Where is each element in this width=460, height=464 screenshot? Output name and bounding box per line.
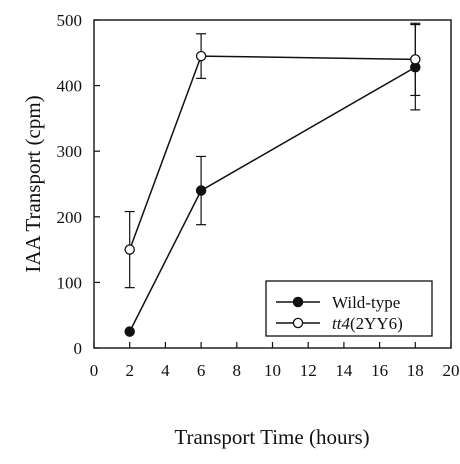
x-tick-label: 20 <box>443 361 460 380</box>
y-axis: 0 100 200 300 400 500 <box>57 11 100 358</box>
x-tick-label: 8 <box>233 361 242 380</box>
data-point <box>124 244 135 255</box>
y-tick-label: 400 <box>57 77 83 96</box>
legend-marker <box>292 296 304 308</box>
x-tick-label: 12 <box>300 361 317 380</box>
x-tick-label: 16 <box>371 361 388 380</box>
x-tick-label: 14 <box>335 361 353 380</box>
data-point <box>410 54 421 65</box>
y-tick-label: 300 <box>57 142 83 161</box>
series-wild-type <box>124 23 421 337</box>
y-tick-label: 0 <box>74 339 83 358</box>
x-tick-label: 0 <box>90 361 99 380</box>
data-point <box>195 185 207 196</box>
y-axis-label: IAA Transport (cpm) <box>21 95 45 272</box>
series-tt4-2yy6 <box>124 22 421 289</box>
x-tick-label: 10 <box>264 361 281 380</box>
x-tick-label: 18 <box>407 361 424 380</box>
legend-label: Wild-type <box>332 293 400 312</box>
legend: Wild-type tt4(2YY6) <box>265 280 433 337</box>
legend-marker <box>292 317 304 329</box>
x-tick-label: 4 <box>161 361 170 380</box>
y-tick-label: 100 <box>57 273 83 292</box>
legend-label: tt4(2YY6) <box>332 314 403 333</box>
x-axis-label: Transport Time (hours) <box>174 425 369 449</box>
legend-label-rest: (2YY6) <box>350 314 403 333</box>
x-axis: 0 2 4 6 8 10 12 14 16 18 20 <box>90 342 460 380</box>
x-tick-label: 2 <box>125 361 134 380</box>
series-line <box>128 55 416 250</box>
data-point <box>124 326 135 337</box>
x-tick-label: 6 <box>197 361 206 380</box>
legend-box <box>265 280 433 337</box>
data-point <box>195 50 207 62</box>
series-layer <box>124 22 421 337</box>
legend-label-italic: tt4 <box>332 314 350 333</box>
y-tick-label: 500 <box>57 11 83 30</box>
y-tick-label: 200 <box>57 208 83 227</box>
